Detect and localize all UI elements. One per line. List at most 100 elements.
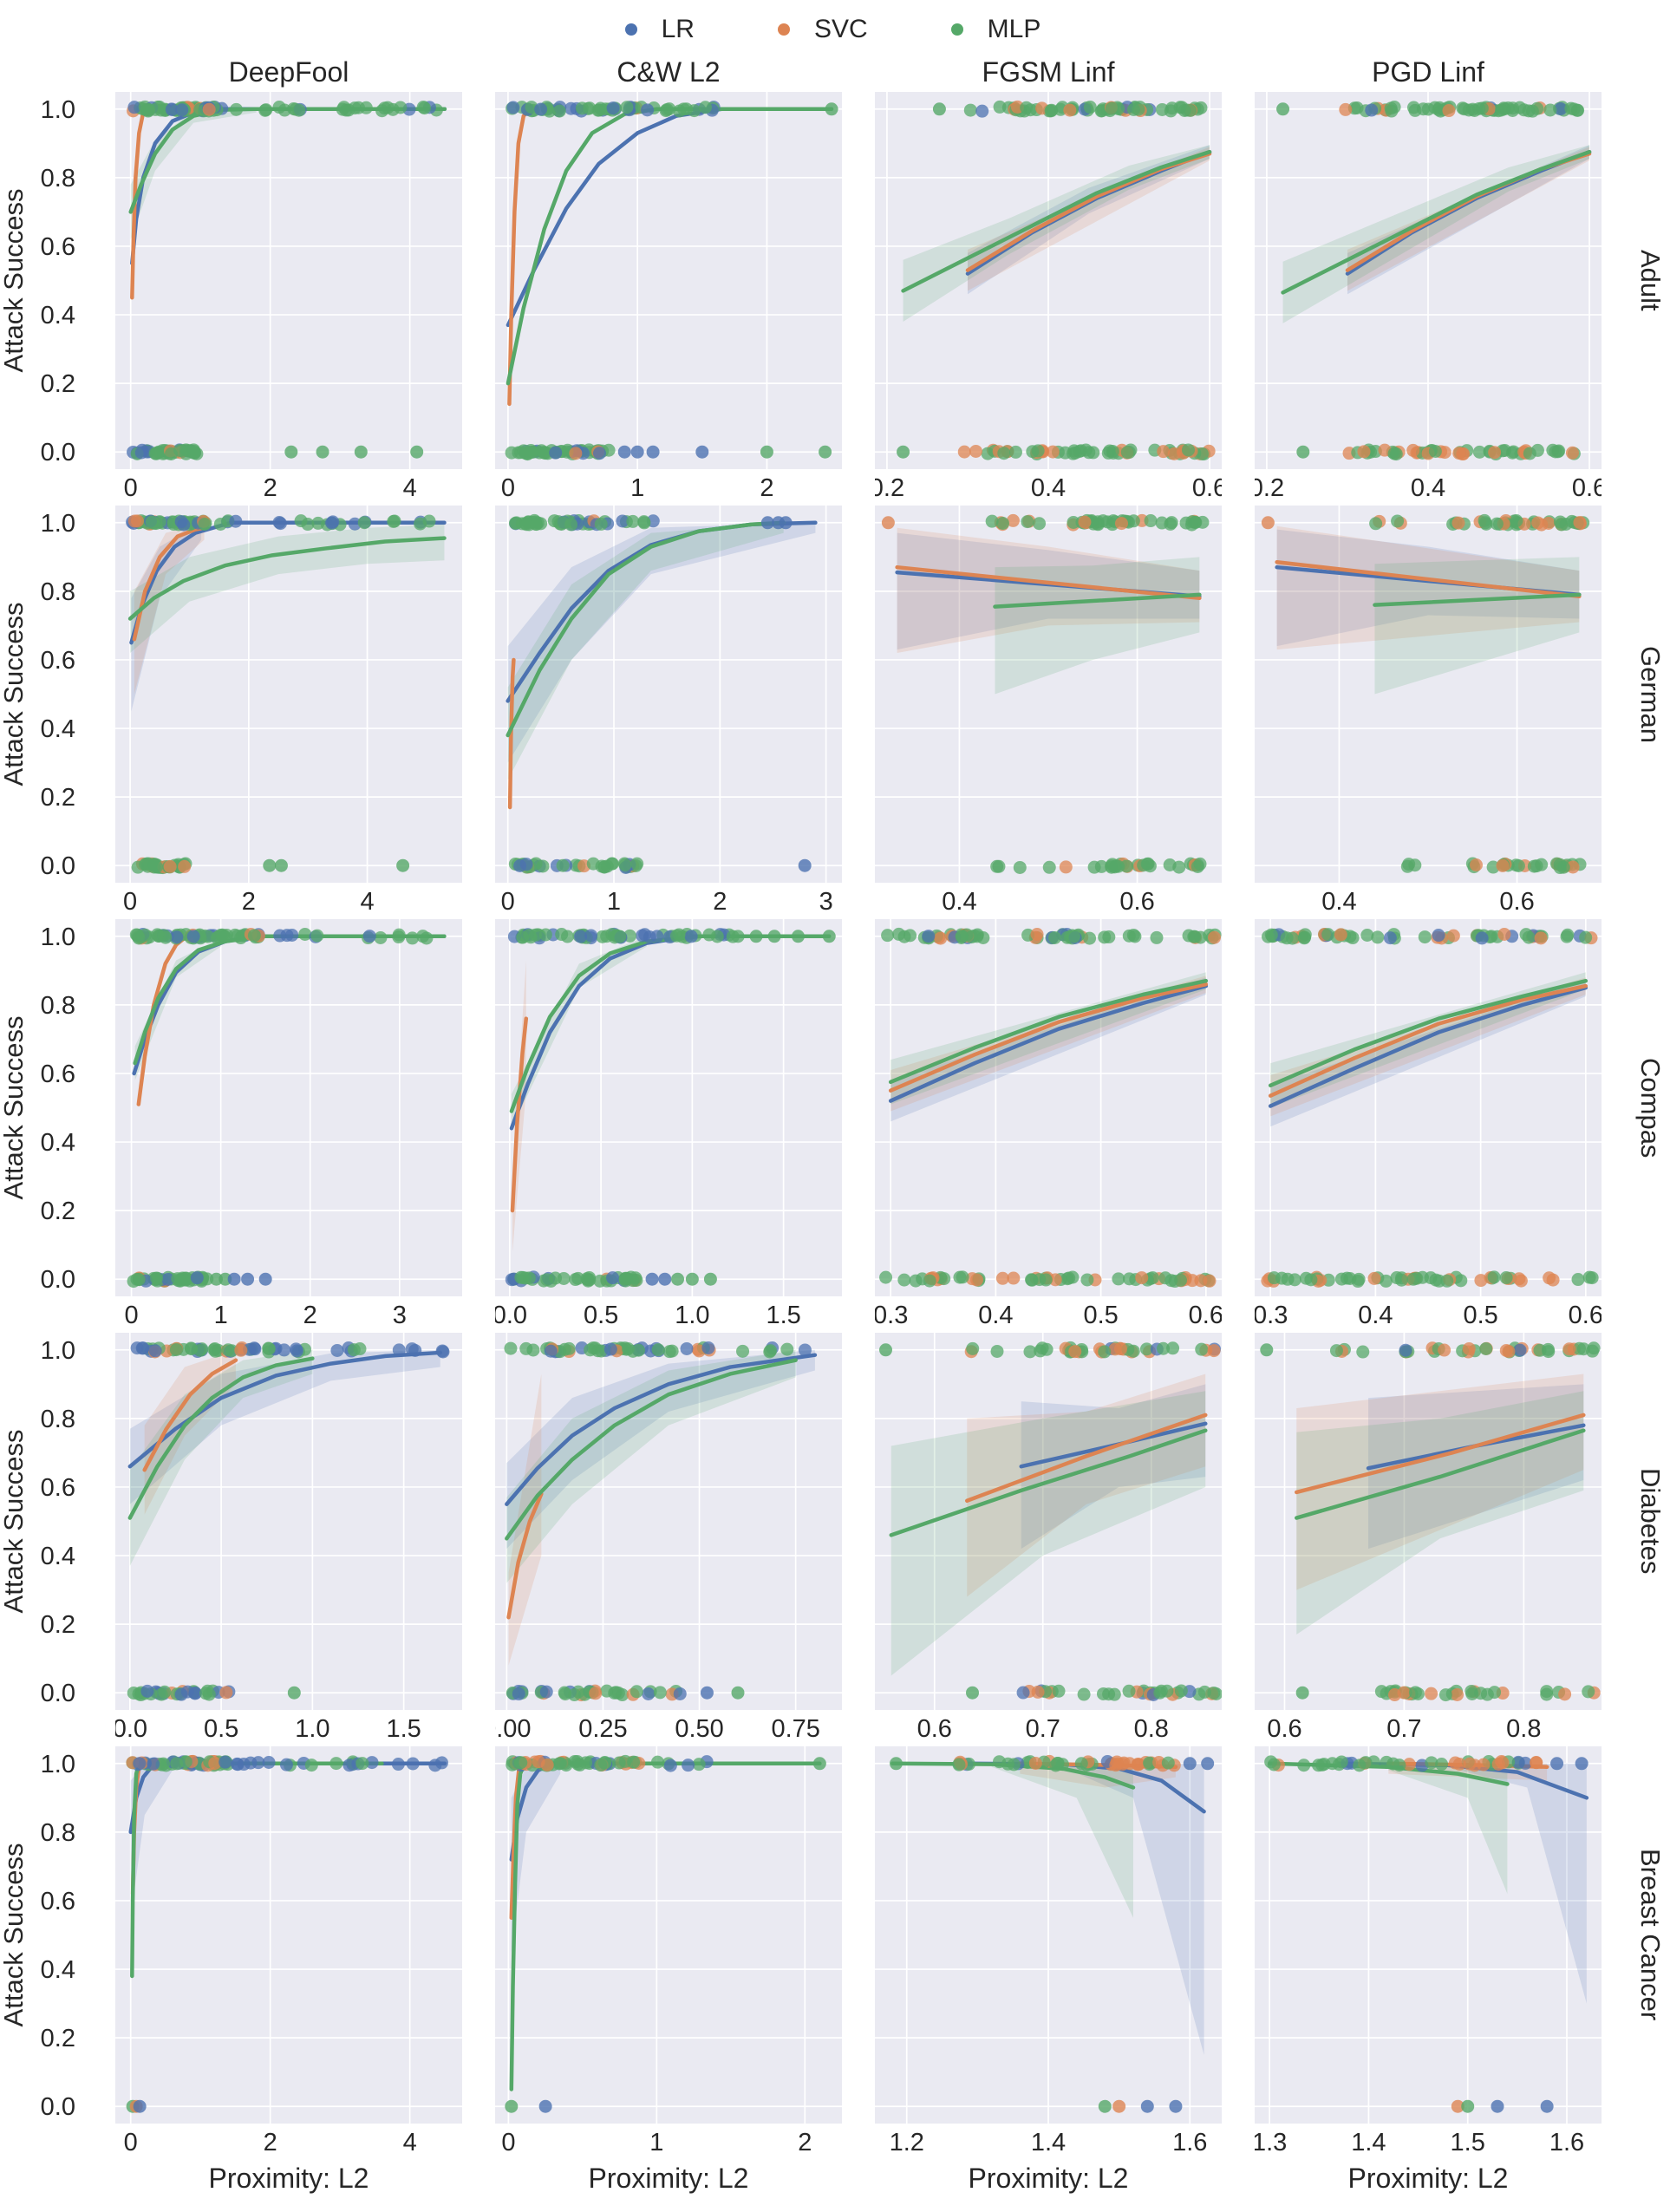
- x-tick-label: 0: [501, 2129, 515, 2157]
- scatter-point: [600, 930, 614, 943]
- scatter-point: [1035, 1341, 1049, 1355]
- scatter-point: [208, 1341, 222, 1355]
- column-title-pgd-linf: PGD Linf: [1372, 56, 1484, 88]
- scatter-point: [1132, 102, 1145, 116]
- scatter-point: [410, 445, 424, 459]
- scatter-point: [1267, 1271, 1281, 1285]
- scatter-point: [879, 1270, 893, 1284]
- scatter-point: [934, 931, 948, 945]
- scatter-point: [966, 1686, 979, 1700]
- x-tick-label: 2: [242, 888, 256, 916]
- scatter-point: [1105, 101, 1119, 115]
- scatter-point: [1582, 1685, 1595, 1699]
- scatter-point: [1389, 447, 1403, 461]
- fit-line-mlp: [993, 592, 1202, 609]
- scatter-point: [1511, 858, 1525, 872]
- x-tick-label: 0.4: [1411, 474, 1445, 502]
- x-tick-label: 0.6: [1499, 888, 1534, 916]
- scatter-point: [1067, 515, 1080, 529]
- y-tick-label: 0.8: [41, 165, 75, 192]
- scatter-point: [1001, 1757, 1014, 1771]
- scatter-point: [539, 1685, 553, 1699]
- scatter-point: [1063, 103, 1077, 117]
- scatter-point: [209, 1272, 223, 1286]
- scatter-point: [779, 516, 793, 530]
- row-label-german: German: [1635, 645, 1666, 743]
- row-label-adult: Adult: [1635, 250, 1666, 311]
- scatter-point: [1406, 443, 1420, 457]
- y-tick-label: 0.2: [41, 370, 75, 398]
- scatter-point: [549, 446, 563, 460]
- scatter-point: [1357, 445, 1371, 459]
- scatter-point: [1432, 929, 1445, 943]
- scatter-point: [1006, 513, 1020, 527]
- scatter-point: [227, 1272, 241, 1286]
- y-tick-label: 1.0: [41, 923, 75, 951]
- scatter-point: [760, 445, 773, 459]
- x-tick-label: 1.5: [1451, 2129, 1485, 2157]
- scatter-point: [684, 930, 698, 943]
- fit-line-mlp: [1295, 1428, 1586, 1520]
- x-tick-label: 2: [264, 474, 277, 502]
- scatter-point: [378, 101, 392, 115]
- x-tick-label: 1: [630, 474, 644, 502]
- fit-line-svc: [895, 564, 1202, 601]
- scatter-point: [1112, 859, 1125, 873]
- x-tick-label: 0.6: [1189, 1302, 1222, 1329]
- x-tick-label: 0.3: [875, 1302, 908, 1329]
- x-tick-label: 0: [501, 888, 515, 916]
- mlp-marker-icon: [950, 23, 963, 36]
- confidence-band-lr: [511, 1763, 561, 1953]
- scatter-point: [1408, 1686, 1422, 1700]
- scatter-point: [1201, 1757, 1215, 1771]
- x-tick-label: 0.2: [875, 474, 904, 502]
- scatter-point: [1380, 1755, 1393, 1769]
- chart-row-german: Attack Success 1.0 0.8 0.6 0.4 0.2 0.0 0 2 4 0 1 2 3 0…: [0, 506, 1666, 919]
- scatter-point: [149, 860, 163, 874]
- scatter-point: [342, 1759, 356, 1772]
- scatter-point: [1533, 1343, 1547, 1357]
- x-tick-label: 0.0: [115, 1715, 147, 1743]
- scatter-point: [1197, 1685, 1211, 1699]
- scatter-point: [1399, 1343, 1412, 1357]
- scatter-point: [579, 1756, 593, 1770]
- plot-background: [495, 92, 842, 469]
- x-tick-label: 2: [798, 2129, 812, 2157]
- scatter-point: [1007, 1271, 1021, 1285]
- scatter-point: [1505, 446, 1519, 460]
- scatter-point: [780, 1342, 794, 1356]
- x-axis-label: Proximity: L2: [968, 2163, 1129, 2194]
- scatter-point: [434, 1756, 448, 1770]
- scatter-point: [650, 1755, 664, 1769]
- y-axis-diabetes: Attack Success 1.0 0.8 0.6 0.4 0.2 0.0: [0, 1337, 75, 1707]
- scatter-point: [1195, 447, 1209, 460]
- scatter-point: [134, 446, 148, 460]
- scatter-point: [975, 104, 989, 118]
- x-tick-label: 0: [124, 474, 138, 502]
- scatter-point: [348, 517, 362, 531]
- plot-background: [1255, 1333, 1602, 1710]
- scatter-point: [685, 1272, 699, 1286]
- scatter-point: [1098, 930, 1112, 944]
- scatter-point: [1408, 858, 1422, 872]
- scatter-point: [1371, 930, 1385, 944]
- scatter-point: [150, 1271, 164, 1285]
- scatter-point: [1435, 1758, 1449, 1772]
- scatter-point: [506, 101, 520, 114]
- x-tick-label: 1.0: [675, 1302, 709, 1329]
- y-tick-label: 0.0: [41, 2093, 75, 2121]
- scatter-point: [970, 1273, 984, 1287]
- scatter-point: [1297, 931, 1311, 945]
- scatter-point: [219, 1686, 233, 1700]
- scatter-point: [1564, 101, 1578, 115]
- scatter-point: [1451, 1687, 1465, 1701]
- y-axis-label: Attack Success: [0, 603, 29, 786]
- x-tick-label: 0.4: [1358, 1302, 1393, 1329]
- scatter-point: [698, 101, 712, 114]
- y-tick-label: 0.2: [41, 1197, 75, 1225]
- fit-line-mlp: [1268, 978, 1588, 1088]
- scatter-point: [374, 930, 388, 944]
- fit-line-lr: [888, 983, 1209, 1103]
- scatter-point: [1172, 860, 1186, 874]
- scatter-point: [1195, 1342, 1209, 1356]
